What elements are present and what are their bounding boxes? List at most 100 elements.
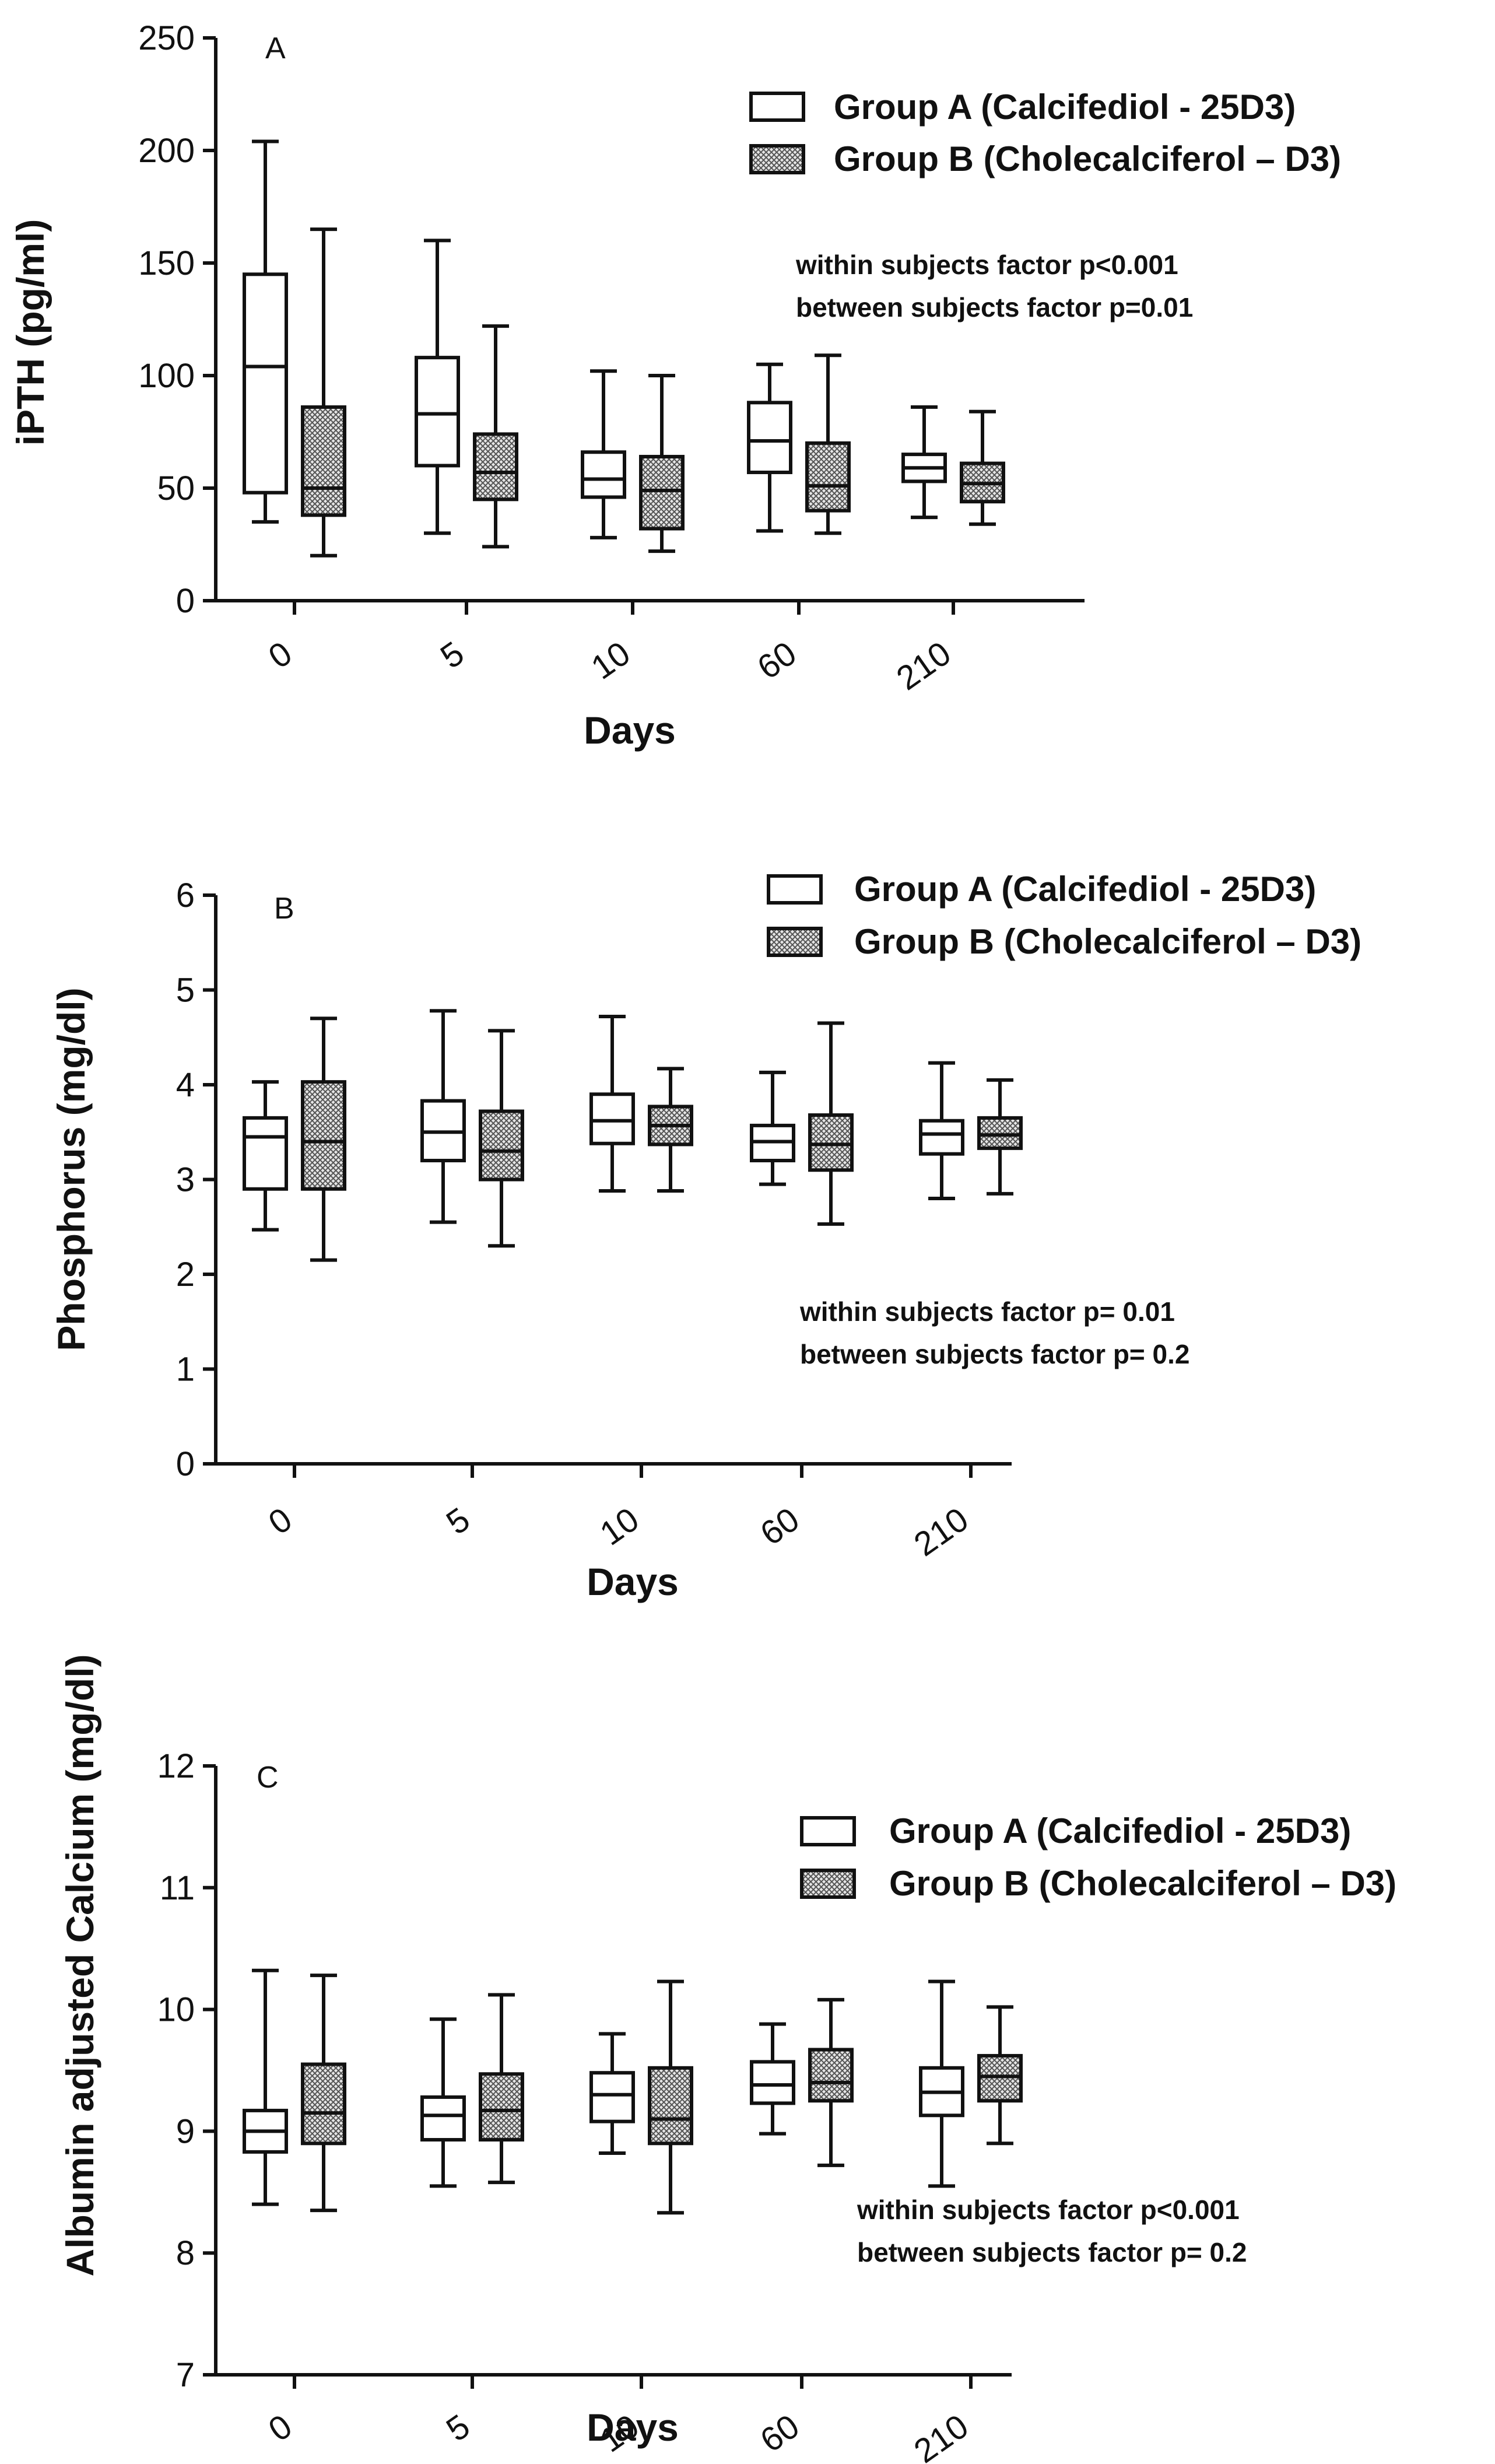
legend-label-group-b: Group B (Cholecalciferol – D3) [854, 922, 1361, 961]
box-group-b-day-10 [648, 1979, 693, 2215]
iqr-box [750, 2060, 795, 2105]
panel-a-chart: 0 50 100 150 200 250 0 5 10 60 210 A iPTH (pg/ml)… [9, 19, 1341, 752]
x-tick-label: 5 [440, 1500, 477, 1542]
y-tick-label: 4 [176, 1066, 195, 1104]
y-tick-label: 5 [176, 972, 195, 1010]
legend-swatch-group-b [767, 927, 823, 957]
y-tick-label: 12 [157, 1747, 195, 1785]
panel-a-within-subjects-note: within subjects factor p<0.001 [795, 250, 1178, 280]
box-group-a-day-0 [243, 1968, 288, 2206]
legend-label-group-a: Group A (Calcifediol - 25D3) [854, 870, 1316, 909]
y-tick-label: 7 [176, 2356, 195, 2394]
legend-label-group-a: Group A (Calcifediol - 25D3) [889, 1811, 1351, 1850]
box-group-b-day-0 [301, 1017, 346, 1262]
box-group-a-day-10 [589, 1015, 635, 1193]
y-tick-label: 50 [157, 469, 195, 507]
legend-swatch-group-b [749, 144, 805, 174]
box-group-a-day-60 [747, 362, 792, 533]
panel-c-chart: 7 8 9 10 11 12 0 5 10 60 210 C Albumin adjusted C… [58, 1654, 1396, 2464]
iqr-box [808, 2048, 854, 2103]
iqr-box [977, 1116, 1023, 1150]
x-tick-label: 60 [750, 634, 803, 686]
iqr-box [301, 1080, 346, 1191]
x-tick-label: 210 [890, 634, 958, 698]
legend-swatch-group-a [749, 92, 805, 122]
iqr-box [479, 1109, 524, 1182]
box-group-a-day-210 [919, 1061, 964, 1200]
panel-a-letter: A [265, 31, 286, 65]
box-group-b-day-5 [479, 1993, 524, 2185]
y-tick-label: 10 [157, 1991, 195, 2029]
x-tick-label: 60 [753, 1500, 806, 1552]
panel-b-y-ticks: 0 1 2 3 4 5 6 [176, 877, 216, 1483]
iqr-box [648, 2066, 693, 2146]
iqr-box [420, 2095, 466, 2142]
panel-c-boxes [243, 1968, 1023, 2215]
box-group-a-day-10 [589, 2032, 635, 2155]
iqr-box [919, 1119, 964, 1156]
box-group-b-day-10 [639, 374, 685, 553]
legend-swatch-group-a [800, 1816, 856, 1846]
panel-b-within-subjects-note: within subjects factor p= 0.01 [799, 1296, 1175, 1327]
box-group-b-day-0 [301, 1974, 346, 2213]
panel-c-y-axis-title: Albumin adjusted Calcium (mg/dl) [58, 1654, 101, 2276]
box-group-b-day-60 [808, 1021, 854, 1226]
box-group-b-day-10 [648, 1067, 693, 1193]
iqr-box [747, 401, 792, 474]
panel-c-between-subjects-note: between subjects factor p= 0.2 [857, 2237, 1247, 2267]
panel-b-chart: 0 1 2 3 4 5 6 0 5 10 60 210 B Phosphorus (mg/dl) D… [50, 870, 1361, 1603]
x-tick-label: 210 [907, 1500, 975, 1564]
panel-c-x-axis-title: Days [587, 2406, 679, 2449]
y-tick-label: 9 [176, 2112, 195, 2150]
y-tick-label: 2 [176, 1256, 195, 1294]
panel-c-y-ticks: 7 8 9 10 11 12 [157, 1747, 216, 2394]
iqr-box [977, 2053, 1023, 2103]
panel-a-y-ticks: 0 50 100 150 200 250 [138, 19, 216, 620]
x-tick-label: 0 [262, 1500, 299, 1542]
iqr-box [415, 356, 460, 468]
y-tick-label: 150 [138, 244, 195, 282]
panel-a-y-axis-title: iPTH (pg/ml) [9, 219, 52, 446]
box-group-b-day-60 [808, 1997, 854, 2167]
box-group-a-day-0 [243, 139, 288, 524]
box-group-a-day-210 [919, 1979, 964, 2188]
box-group-a-day-60 [750, 2022, 795, 2136]
box-group-b-day-5 [473, 324, 518, 549]
iqr-box [301, 405, 346, 517]
y-tick-label: 200 [138, 132, 195, 170]
box-group-a-day-60 [750, 1070, 795, 1186]
box-group-a-day-0 [243, 1080, 288, 1232]
iqr-box [473, 432, 518, 502]
panel-a-x-ticks: 0 5 10 60 210 [262, 601, 958, 698]
y-tick-label: 6 [176, 877, 195, 914]
box-group-a-day-5 [415, 239, 460, 535]
iqr-box [243, 1116, 288, 1191]
y-tick-label: 0 [176, 1445, 195, 1483]
x-tick-label: 60 [753, 2407, 806, 2459]
panel-a-legend: Group A (Calcifediol - 25D3) Group B (Ch… [749, 87, 1341, 178]
panel-a-boxes [243, 139, 1005, 558]
y-tick-label: 1 [176, 1351, 195, 1389]
y-tick-label: 0 [176, 582, 195, 620]
panel-b-boxes [243, 1009, 1023, 1262]
iqr-box [581, 450, 626, 499]
iqr-box [479, 2072, 524, 2142]
panel-b-between-subjects-note: between subjects factor p= 0.2 [800, 1339, 1190, 1369]
x-tick-label: 210 [907, 2407, 975, 2464]
y-tick-label: 11 [160, 1869, 195, 1907]
box-group-a-day-210 [901, 405, 947, 520]
y-tick-label: 250 [138, 19, 195, 57]
iqr-box [301, 2062, 346, 2146]
y-tick-label: 3 [176, 1161, 195, 1199]
panel-b-legend: Group A (Calcifediol - 25D3) Group B (Ch… [767, 870, 1361, 961]
legend-label-group-b: Group B (Cholecalciferol – D3) [834, 139, 1341, 178]
panel-b-x-axis-title: Days [587, 1560, 679, 1603]
box-group-a-day-5 [420, 2017, 466, 2188]
panel-b-x-ticks: 0 5 10 60 210 [262, 1464, 975, 1564]
panel-a-between-subjects-note: between subjects factor p=0.01 [796, 292, 1193, 323]
iqr-box [589, 2071, 635, 2123]
y-tick-label: 100 [138, 357, 195, 395]
iqr-box [808, 1113, 854, 1172]
legend-label-group-a: Group A (Calcifediol - 25D3) [834, 87, 1296, 127]
